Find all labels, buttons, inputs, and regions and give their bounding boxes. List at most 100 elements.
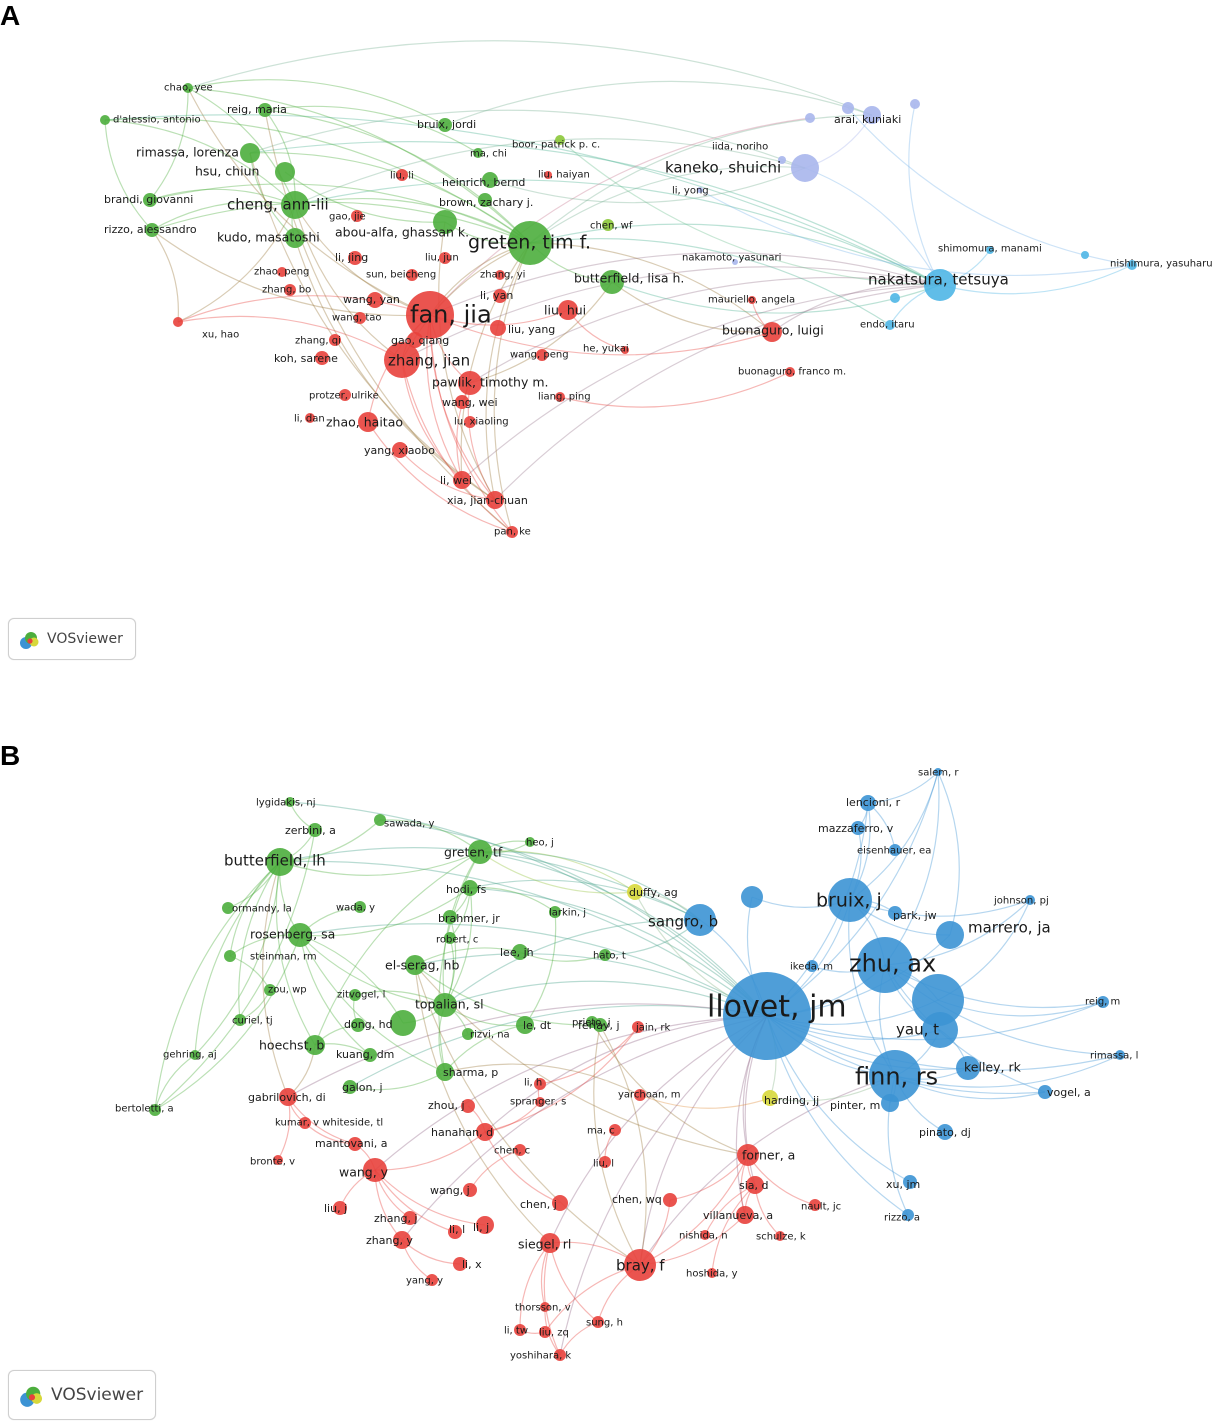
author-node[interactable] xyxy=(145,223,159,237)
author-node[interactable] xyxy=(339,389,351,401)
author-node[interactable] xyxy=(351,1018,365,1032)
author-node[interactable] xyxy=(462,1028,474,1040)
author-node[interactable] xyxy=(903,1175,917,1189)
author-node[interactable] xyxy=(461,1099,475,1113)
author-node[interactable] xyxy=(305,413,315,423)
author-node[interactable] xyxy=(775,1231,785,1241)
author-node[interactable] xyxy=(889,844,901,856)
author-node[interactable] xyxy=(284,284,296,296)
author-node[interactable] xyxy=(183,83,193,93)
author-node[interactable] xyxy=(358,412,378,432)
author-node[interactable] xyxy=(285,797,295,807)
vosviewer-badge-b[interactable]: VOSviewer xyxy=(8,1370,157,1420)
author-node[interactable] xyxy=(1038,1085,1052,1099)
author-node[interactable] xyxy=(464,416,476,428)
author-node[interactable] xyxy=(624,1249,656,1281)
author-node[interactable] xyxy=(264,984,276,996)
author-node[interactable] xyxy=(463,1183,477,1197)
author-node[interactable] xyxy=(910,99,920,109)
author-node[interactable] xyxy=(863,106,881,124)
author-node[interactable] xyxy=(486,491,504,509)
author-node[interactable] xyxy=(354,901,366,913)
author-node[interactable] xyxy=(785,367,795,377)
author-node[interactable] xyxy=(508,221,552,265)
author-node[interactable] xyxy=(403,1211,417,1225)
author-node[interactable] xyxy=(455,395,469,409)
author-node[interactable] xyxy=(349,989,361,1001)
author-node[interactable] xyxy=(275,162,295,182)
author-node[interactable] xyxy=(937,1124,953,1140)
author-node[interactable] xyxy=(143,193,157,207)
author-node[interactable] xyxy=(476,1123,494,1141)
author-node[interactable] xyxy=(791,154,819,182)
author-node[interactable] xyxy=(305,1035,325,1055)
author-node[interactable] xyxy=(348,251,362,265)
author-node[interactable] xyxy=(173,317,183,327)
author-node[interactable] xyxy=(266,848,294,876)
author-node[interactable] xyxy=(438,118,452,132)
author-node[interactable] xyxy=(363,1048,377,1062)
author-node[interactable] xyxy=(224,950,236,962)
author-node[interactable] xyxy=(506,526,518,538)
author-node[interactable] xyxy=(746,1176,764,1194)
author-node[interactable] xyxy=(555,135,565,145)
author-node[interactable] xyxy=(443,910,457,924)
author-node[interactable] xyxy=(552,1195,568,1211)
author-node[interactable] xyxy=(539,1326,551,1338)
author-node[interactable] xyxy=(436,1063,454,1081)
author-node[interactable] xyxy=(881,1094,899,1112)
author-node[interactable] xyxy=(444,932,456,944)
author-node[interactable] xyxy=(407,332,423,348)
author-node[interactable] xyxy=(912,974,964,1026)
author-node[interactable] xyxy=(277,267,287,277)
author-node[interactable] xyxy=(627,884,643,900)
author-node[interactable] xyxy=(458,371,482,395)
author-node[interactable] xyxy=(1127,260,1137,270)
author-node[interactable] xyxy=(462,880,478,896)
author-node[interactable] xyxy=(778,156,786,164)
author-node[interactable] xyxy=(592,1316,604,1328)
author-node[interactable] xyxy=(396,169,408,181)
author-node[interactable] xyxy=(374,814,386,826)
author-node[interactable] xyxy=(748,296,756,304)
author-node[interactable] xyxy=(351,210,363,222)
author-node[interactable] xyxy=(684,904,716,936)
author-node[interactable] xyxy=(621,346,629,354)
author-node[interactable] xyxy=(924,269,956,301)
author-node[interactable] xyxy=(453,471,471,489)
author-node[interactable] xyxy=(544,171,552,179)
author-node[interactable] xyxy=(857,937,913,993)
author-node[interactable] xyxy=(367,292,383,308)
author-node[interactable] xyxy=(478,193,492,207)
author-node[interactable] xyxy=(333,1201,347,1215)
author-node[interactable] xyxy=(384,342,420,378)
author-node[interactable] xyxy=(697,187,703,193)
author-node[interactable] xyxy=(476,1216,494,1234)
author-node[interactable] xyxy=(512,944,528,960)
author-node[interactable] xyxy=(888,906,902,920)
author-node[interactable] xyxy=(525,837,535,847)
author-node[interactable] xyxy=(390,1010,416,1036)
author-node[interactable] xyxy=(851,821,865,835)
author-node[interactable] xyxy=(869,1050,921,1102)
author-node[interactable] xyxy=(433,993,457,1017)
author-node[interactable] xyxy=(363,1158,387,1182)
author-node[interactable] xyxy=(599,1156,611,1168)
author-node[interactable] xyxy=(258,103,272,117)
author-node[interactable] xyxy=(536,349,548,361)
author-node[interactable] xyxy=(279,1088,297,1106)
author-node[interactable] xyxy=(234,1014,246,1026)
author-node[interactable] xyxy=(329,334,341,346)
author-node[interactable] xyxy=(723,972,811,1060)
author-node[interactable] xyxy=(343,1080,357,1094)
author-node[interactable] xyxy=(315,351,329,365)
author-node[interactable] xyxy=(609,1124,621,1136)
author-node[interactable] xyxy=(406,269,418,281)
author-node[interactable] xyxy=(534,1078,546,1090)
author-node[interactable] xyxy=(806,960,818,972)
author-node[interactable] xyxy=(842,102,854,114)
author-node[interactable] xyxy=(736,1206,754,1224)
author-node[interactable] xyxy=(240,143,260,163)
author-node[interactable] xyxy=(860,795,876,811)
author-node[interactable] xyxy=(1115,1050,1125,1060)
